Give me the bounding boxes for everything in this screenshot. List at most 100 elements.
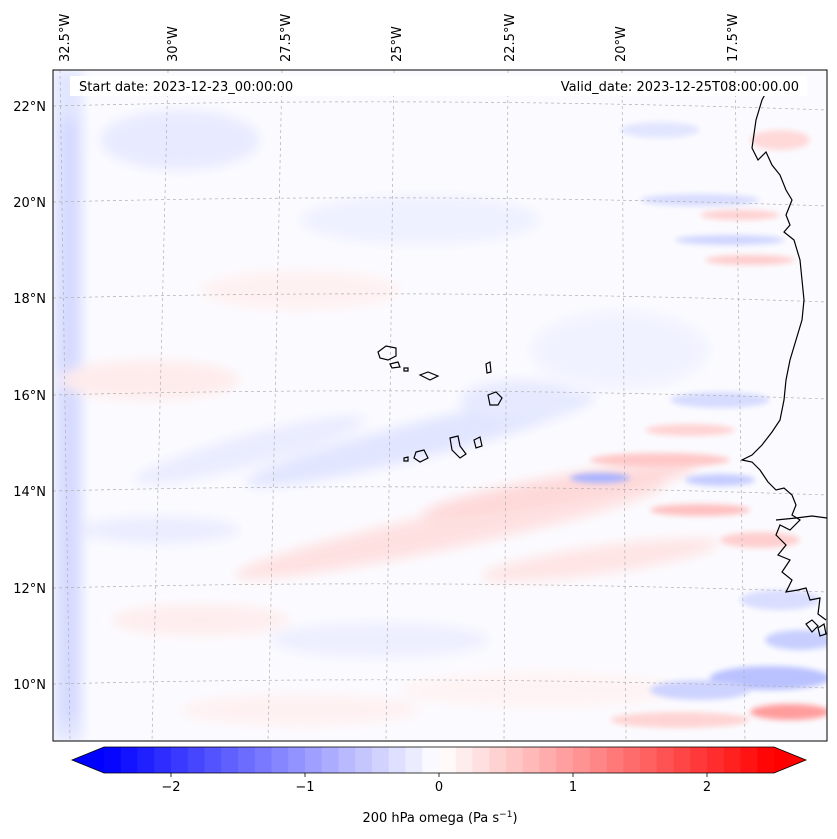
colorbar-tick-label: −1 [295,780,314,795]
colorbar-segment [455,747,474,773]
colorbar-segment [154,747,172,773]
island-boa-vista [487,391,503,406]
meridian-17-5w [734,70,746,741]
colorbar-ticks: −2 −1 0 1 2 [161,773,711,795]
colorbar-segment [573,747,591,773]
colorbar-segment [522,747,541,773]
lat-label: 12°N [13,582,46,597]
parallel-18n [53,293,827,303]
colorbar-segment [271,747,289,773]
colorbar-tick-label: −2 [161,780,180,795]
colorbar-segment [539,747,557,773]
colorbar-segment [187,747,206,773]
lon-label: 22.5°W [503,14,518,62]
valid-date-text: Valid_date: 2023-12-25T08:00:00.00 [561,80,799,95]
colorbar-segment [120,747,139,773]
colorbar-segment [489,747,507,773]
latitude-labels: 22°N 20°N 18°N 16°N 14°N 12°N 10°N [13,100,46,693]
parallel-22n [53,101,827,111]
meridian-22-5w [503,70,509,741]
start-date-text: Start date: 2023-12-23_00:00:00 [79,80,293,95]
colorbar-segment [355,747,373,773]
colorbar-segment [673,747,691,773]
colorbar-tick-label: 2 [703,780,711,795]
colorbar-max-extension [774,747,806,773]
info-bar [70,76,807,96]
colorbar-segment [372,747,390,773]
colorbar-min-extension [72,747,104,773]
colorbar-segment [439,747,457,773]
bijagos-islands [805,619,827,637]
colorbar-segment [305,747,323,773]
island-santo-antao [377,345,397,361]
colorbar: −2 −1 0 1 2 200 hPa omega (Pa s−1) [70,746,808,826]
colorbar-segment [740,747,758,773]
island-sao-vicente [389,361,401,369]
colorbar-segment [338,747,356,773]
colorbar-segment [690,747,708,773]
island-santa-luzia [403,367,409,372]
lon-label: 17.5°W [726,14,741,62]
colorbar-segment [640,747,658,773]
colorbar-segment [757,747,775,773]
colorbar-segment [472,747,490,773]
lat-label: 22°N [13,100,46,115]
omega-field [53,70,827,741]
colorbar-segment [238,747,256,773]
colorbar-segment [288,747,306,773]
lat-label: 10°N [13,678,46,693]
colorbar-segment [204,747,222,773]
colorbar-segment [589,747,608,773]
colorbar-segment [422,747,440,773]
colorbar-segment [221,747,239,773]
lat-label: 20°N [13,196,46,211]
map-panel: Start date: 2023-12-23_00:00:00 Valid_da… [52,69,828,742]
colorbar-segment [606,747,624,773]
colorbar-segment [171,747,189,773]
colorbar-segment [623,747,641,773]
island-brava [403,456,409,462]
colorbar-segment [556,747,574,773]
map-frame [52,69,828,742]
gridlines [53,70,827,741]
longitude-labels: 32.5°W 30°W 27.5°W 25°W 22.5°W 20°W 17.5… [58,14,741,62]
parallel-10n [53,679,827,689]
meridian-25w [385,70,395,741]
coastlines [377,84,827,637]
lon-label: 30°W [166,26,181,62]
lon-label: 32.5°W [58,14,73,62]
island-fogo [413,449,429,463]
africa-coast-lower [775,515,827,521]
parallel-20n [53,197,827,207]
colorbar-segment [137,747,155,773]
colorbar-segment [656,747,675,773]
meridian-30w [151,70,169,741]
lon-label: 27.5°W [279,14,294,62]
island-sal [485,361,492,374]
colorbar-outline [70,746,808,774]
colorbar-segment [321,747,340,773]
parallel-14n [53,486,827,496]
colorbar-tick-label: 0 [435,780,443,795]
lat-label: 18°N [13,292,46,307]
island-maio [473,436,483,449]
meridian-20w [621,70,627,741]
colorbar-label: 200 hPa omega (Pa s−1) [362,810,517,826]
lon-label: 25°W [390,26,405,62]
colorbar-segments [104,747,775,773]
lat-label: 16°N [13,389,46,404]
colorbar-segment [405,747,423,773]
island-sao-nicolau [418,371,440,381]
parallel-16n [53,390,827,400]
colorbar-segment [254,747,273,773]
lat-label: 14°N [13,485,46,500]
colorbar-segment [707,747,725,773]
africa-coastline [740,84,827,621]
island-santiago [449,435,467,459]
colorbar-segment [104,747,122,773]
meridian-27-5w [267,70,283,741]
colorbar-segment [506,747,524,773]
colorbar-segment [388,747,407,773]
colorbar-tick-label: 1 [569,780,577,795]
